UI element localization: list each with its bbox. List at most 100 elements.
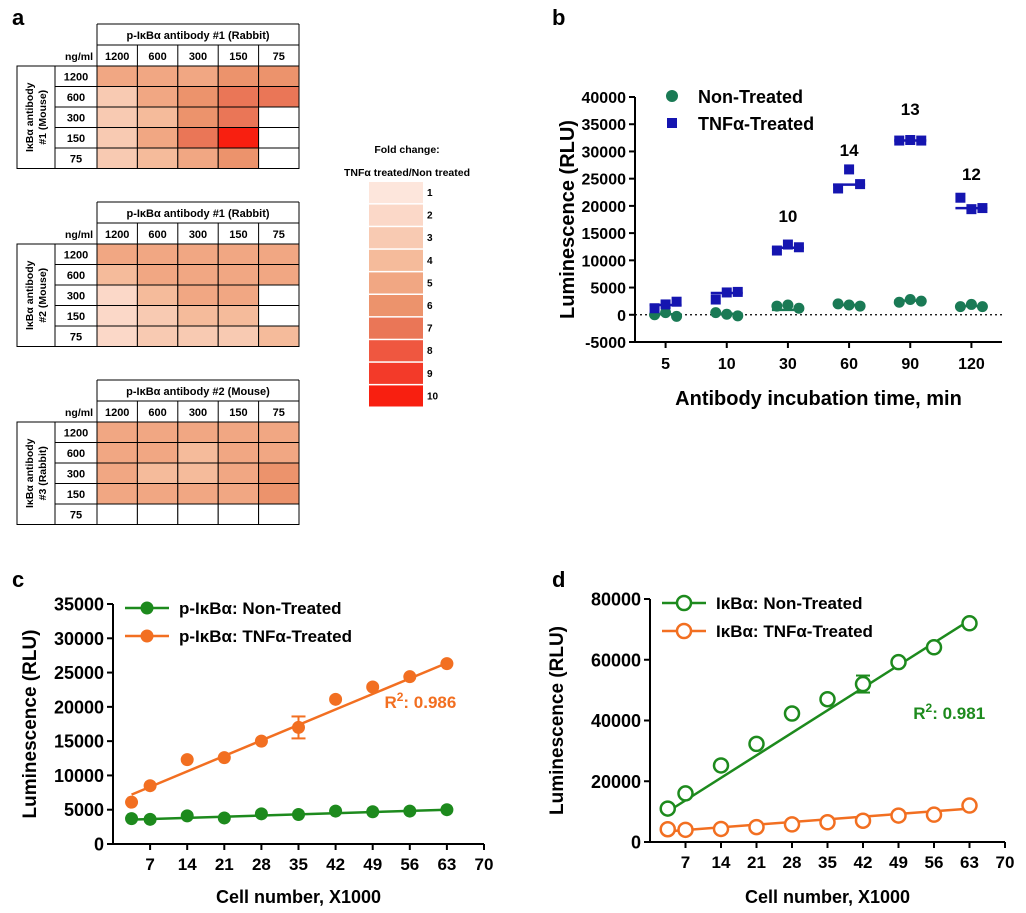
heatmap-cell [96, 462, 138, 484]
heatmap-cell [177, 305, 219, 327]
y-tick-label: 25000 [582, 172, 627, 189]
heatmap-row-label: 600 [67, 92, 85, 104]
y-tick-label: 10000 [54, 766, 104, 786]
data-point [710, 294, 721, 305]
heatmap-cell [217, 86, 260, 108]
x-tick-label: 120 [958, 356, 985, 373]
heatmap-cell [217, 127, 260, 149]
data-point [771, 245, 782, 256]
heatmap-cell [258, 462, 300, 484]
heatmap-title: p-IκBα antibody #1 (Rabbit) [126, 208, 269, 220]
data-point [710, 307, 722, 319]
data-point [440, 657, 454, 671]
y-tick-label: 30000 [582, 144, 627, 161]
x-tick-label: 56 [925, 853, 944, 872]
y-tick-label: 0 [617, 308, 626, 325]
heatmap-cell [177, 503, 219, 525]
data-point [916, 135, 927, 146]
x-tick-label: 7 [145, 855, 154, 874]
legend-title: TNFα treated/Non treated [344, 167, 470, 179]
x-tick-label: 21 [747, 853, 766, 872]
fold-change-annotation: 13 [901, 100, 920, 119]
heatmap-cell [177, 284, 219, 306]
data-point [961, 797, 978, 814]
heatmap-cell [96, 65, 138, 87]
heatmap-column-label: 300 [189, 407, 207, 419]
heatmap-cell [177, 127, 219, 149]
heatmap-column-label: 600 [148, 407, 166, 419]
y-tick-label: 25000 [54, 663, 104, 683]
heatmap-cell [136, 86, 179, 108]
data-point [783, 705, 801, 722]
legend-swatch [369, 249, 423, 271]
heatmap-cell [177, 462, 219, 484]
data-point [844, 164, 855, 175]
fit-line [667, 619, 971, 813]
heatmap-title: p-IκBα antibody #1 (Rabbit) [126, 30, 269, 42]
legend-swatch [369, 362, 423, 384]
x-tick-label: 63 [960, 853, 979, 872]
heatmap-column-label: 75 [273, 407, 285, 419]
heatmap-cell [96, 127, 138, 149]
y-tick-label: 35000 [54, 595, 104, 615]
data-point [403, 670, 417, 684]
heatmap-cell [258, 264, 300, 286]
y-tick-label: 5000 [64, 800, 104, 820]
heatmap-cell [96, 305, 138, 327]
data-point [855, 179, 866, 190]
data-point [180, 809, 194, 823]
data-point [894, 135, 905, 146]
heatmap-cell [258, 86, 300, 108]
heatmap-row-label: 300 [67, 113, 85, 125]
heatmap-cell [258, 305, 300, 327]
data-point [748, 735, 765, 753]
heatmap-cell [136, 503, 179, 525]
heatmap-cell [136, 243, 179, 265]
heatmap-row-label: 300 [67, 469, 85, 481]
heatmap-side-title-box [16, 65, 56, 169]
y-tick-label: 60000 [591, 650, 641, 670]
heatmap-cell [217, 147, 260, 169]
heatmap-side-title: IκBα antibody [24, 438, 36, 508]
data-point [366, 805, 380, 819]
heatmap-cell [177, 86, 219, 108]
x-tick-label: 49 [889, 853, 908, 872]
heatmap-column-label: 150 [229, 407, 247, 419]
x-tick-label: 30 [779, 356, 797, 373]
x-tick-label: 28 [252, 855, 271, 874]
data-point [748, 818, 765, 836]
data-point [677, 821, 694, 839]
heatmap-column-label: 75 [273, 51, 285, 63]
heatmap-cell [136, 147, 179, 169]
x-tick-label: 14 [712, 853, 731, 872]
legend-level-label: 1 [427, 188, 433, 199]
heatmap-row-label: 600 [67, 448, 85, 460]
y-tick-label: 80000 [591, 590, 641, 610]
heatmap-cell [217, 264, 260, 286]
legend-level-label: 8 [427, 346, 433, 357]
data-point [782, 299, 794, 311]
heatmap-cell [258, 442, 300, 464]
data-point [783, 816, 801, 833]
heatmap-cell [217, 503, 260, 525]
data-point [329, 804, 343, 818]
heatmap-cell [96, 284, 138, 306]
x-tick-label: 63 [437, 855, 456, 874]
legend-level-label: 6 [427, 301, 433, 312]
legend-level-label: 4 [427, 256, 433, 267]
data-point [819, 814, 836, 831]
heatmap-cell [96, 442, 138, 464]
x-tick-label: 60 [840, 356, 858, 373]
heatmap-title: p-IκBα antibody #2 (Mouse) [126, 386, 270, 398]
heatmap-cell [96, 243, 138, 265]
fold-change-annotation: 14 [840, 141, 859, 160]
heatmap-side-title-box [16, 243, 56, 347]
heatmap-cell [217, 325, 260, 347]
legend-level-label: 7 [427, 324, 433, 335]
heatmap-cell [177, 106, 219, 128]
heatmap-cell [217, 65, 260, 87]
x-tick-label: 28 [783, 853, 802, 872]
heatmap-side-title: #1 (Mouse) [37, 90, 49, 145]
y-tick-label: 20000 [54, 697, 104, 717]
heatmap-cell [258, 147, 300, 169]
